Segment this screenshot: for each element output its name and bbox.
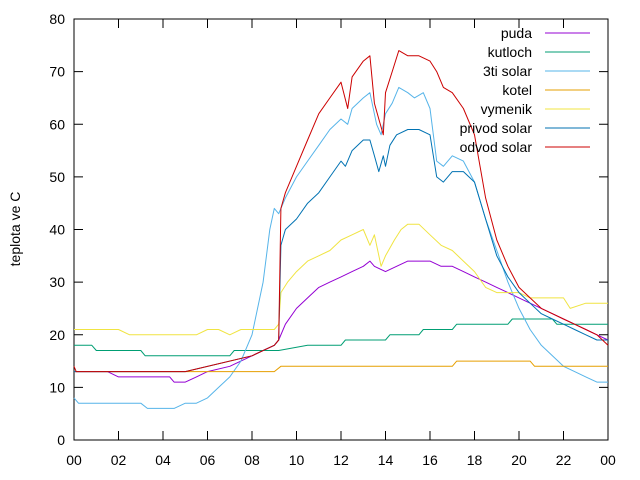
x-tick-label: 00 bbox=[600, 452, 616, 468]
legend-label: kutloch bbox=[488, 44, 532, 60]
x-tick-label: 22 bbox=[556, 452, 572, 468]
y-tick-label: 60 bbox=[49, 116, 65, 132]
y-tick-label: 70 bbox=[49, 64, 65, 80]
legend-label: vymenik bbox=[481, 101, 533, 117]
series-layer bbox=[73, 50, 609, 409]
legend: puda kutloch 3ti solar kotel vymenik privod s… bbox=[460, 25, 590, 155]
series-line-vymenik bbox=[74, 223, 608, 336]
series-line-3ti-solar bbox=[73, 86, 608, 409]
x-tick-label: 16 bbox=[422, 452, 438, 468]
y-tick-label: 80 bbox=[49, 11, 65, 27]
series-line-kotel bbox=[74, 360, 608, 373]
legend-label: kotel bbox=[502, 82, 532, 98]
y-tick-label: 40 bbox=[49, 222, 65, 238]
y-tick-label: 10 bbox=[49, 379, 65, 395]
x-tick-label: 06 bbox=[200, 452, 216, 468]
x-tick-label: 00 bbox=[66, 452, 82, 468]
x-tick-label: 14 bbox=[378, 452, 394, 468]
x-tick-label: 04 bbox=[155, 452, 171, 468]
legend-label: privod solar bbox=[460, 120, 533, 136]
x-tick-label: 20 bbox=[511, 452, 527, 468]
series-line-privod-solar bbox=[74, 129, 608, 373]
y-axis-label: teplota ve C bbox=[7, 192, 23, 267]
series-line-kutloch bbox=[74, 318, 608, 357]
axis-ticks: 0 10 20 30 40 50 60 70 80 00 02 04 06 08 10 12 14 16 18 20 2… bbox=[49, 11, 616, 468]
y-tick-label: 30 bbox=[49, 274, 65, 290]
x-tick-label: 10 bbox=[289, 452, 305, 468]
y-tick-label: 50 bbox=[49, 169, 65, 185]
series-line-odvod-solar bbox=[73, 50, 609, 373]
x-tick-label: 02 bbox=[111, 452, 127, 468]
legend-label: 3ti solar bbox=[483, 63, 532, 79]
x-tick-label: 18 bbox=[467, 452, 483, 468]
y-tick-label: 0 bbox=[57, 432, 65, 448]
x-tick-label: 12 bbox=[333, 452, 349, 468]
legend-label: odvod solar bbox=[460, 139, 533, 155]
series-line-puda bbox=[74, 260, 609, 383]
legend-label: puda bbox=[501, 25, 532, 41]
x-tick-label: 08 bbox=[244, 452, 260, 468]
y-tick-label: 20 bbox=[49, 327, 65, 343]
